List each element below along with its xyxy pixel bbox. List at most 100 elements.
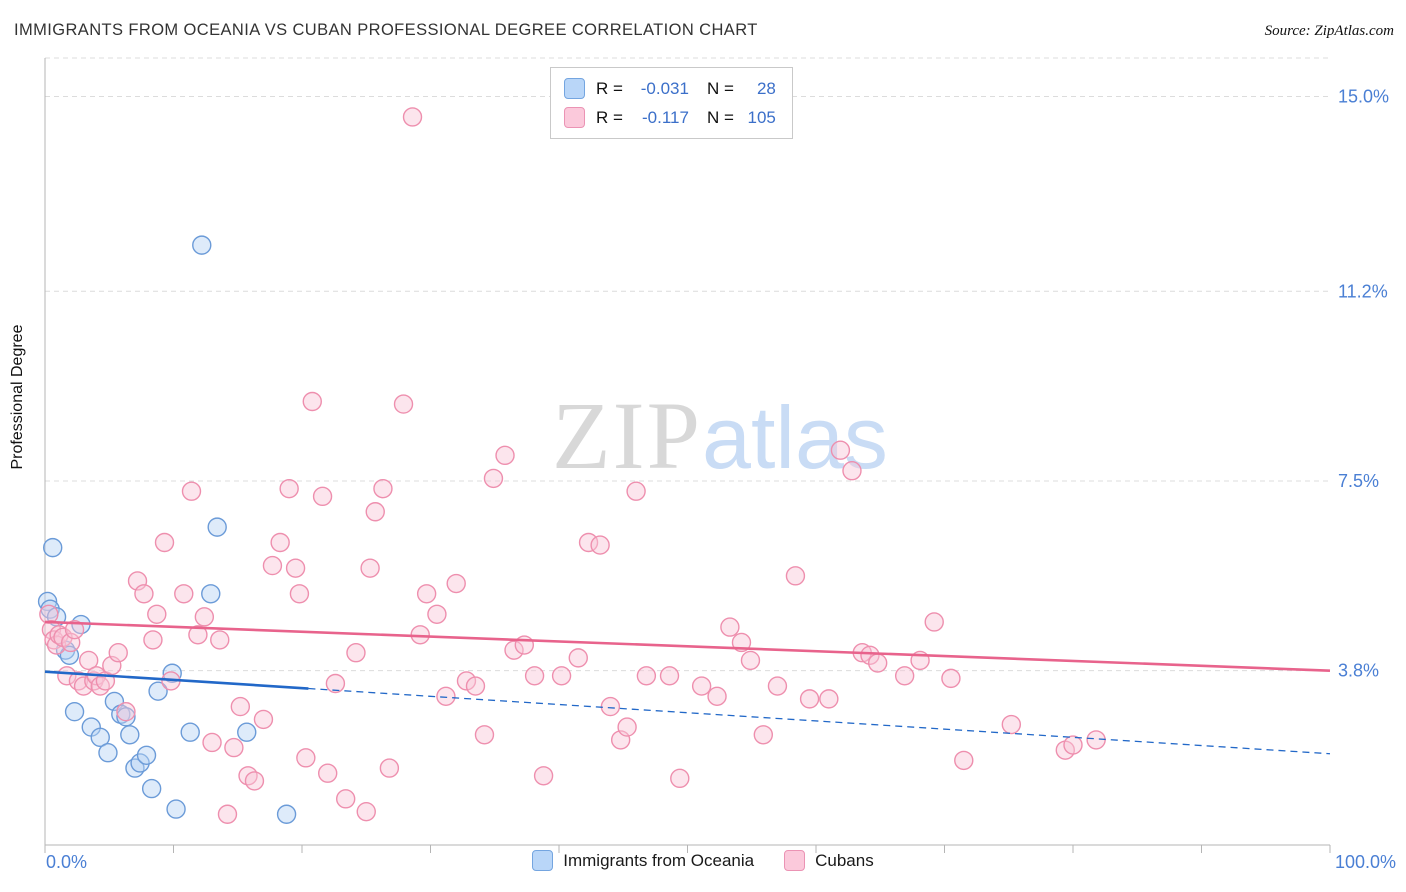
- source-attribution: Source: ZipAtlas.com: [1264, 23, 1394, 39]
- scatter-point-cubans: [504, 640, 524, 660]
- scatter-point-cubans: [456, 671, 477, 691]
- scatter-point-cubans: [188, 625, 208, 645]
- scatter-point-cubans: [393, 394, 414, 414]
- scatter-point-oceania: [116, 707, 136, 727]
- stats-row-cubans: R = -0.117 N = 105: [564, 107, 776, 128]
- cubans-swatch-icon: [784, 850, 806, 871]
- legend-label-oceania: Immigrants from Oceania: [563, 850, 755, 870]
- scatter-point-oceania: [130, 753, 150, 773]
- scatter-point-cubans: [285, 558, 306, 578]
- scatter-point-cubans: [289, 584, 310, 604]
- scatter-point-cubans: [707, 686, 727, 707]
- scatter-point-cubans: [244, 771, 265, 791]
- r-value: -0.117: [641, 107, 689, 127]
- scatter-point-cubans: [819, 689, 839, 709]
- scatter-point-cubans: [64, 619, 85, 640]
- scatter-point-cubans: [659, 666, 680, 686]
- scatter-point-cubans: [941, 668, 961, 689]
- scatter-point-cubans: [636, 666, 657, 686]
- scatter-point-cubans: [270, 532, 290, 553]
- scatter-point-cubans: [767, 676, 788, 696]
- scatter-point-oceania: [192, 235, 212, 255]
- legend-label-cubans: Cubans: [815, 850, 874, 870]
- scatter-point-oceania: [111, 704, 131, 724]
- oceania-trend-line: [44, 670, 309, 690]
- oceania-trend-line-dashed: [308, 687, 1331, 755]
- watermark-zip: ZIP: [552, 382, 702, 489]
- scatter-point-cubans: [379, 758, 400, 778]
- x-axis-min-label: 0.0%: [46, 852, 88, 872]
- scatter-point-cubans: [194, 607, 215, 627]
- scatter-point-cubans: [617, 717, 637, 737]
- scatter-point-oceania: [180, 722, 200, 742]
- scatter-point-cubans: [860, 645, 880, 665]
- scatter-point-cubans: [73, 676, 94, 696]
- scatter-point-oceania: [148, 681, 168, 701]
- scatter-point-cubans: [318, 763, 338, 783]
- y-tick-label: 7.5%: [1338, 471, 1379, 491]
- scatter-point-oceania: [162, 663, 182, 683]
- scatter-point-cubans: [346, 643, 366, 663]
- correlation-stats-legend: R = -0.031 N = 28 R = -0.117 N = 105: [550, 67, 793, 139]
- r-label: R =: [596, 78, 623, 98]
- scatter-point-oceania: [64, 701, 85, 722]
- scatter-point-cubans: [867, 653, 888, 673]
- scatter-point-cubans: [134, 584, 154, 604]
- scatter-point-cubans: [181, 481, 202, 501]
- scatter-point-cubans: [894, 666, 915, 686]
- scatter-point-oceania: [201, 584, 221, 604]
- scatter-point-cubans: [600, 696, 621, 717]
- scatter-point-cubans: [753, 725, 774, 745]
- scatter-point-cubans: [238, 766, 258, 786]
- scatter-point-oceania: [90, 727, 110, 748]
- scatter-point-cubans: [302, 391, 322, 412]
- cubans-trend-line: [44, 620, 1331, 672]
- scatter-point-oceania: [276, 804, 297, 824]
- scatter-point-cubans: [174, 584, 194, 604]
- y-tick-label: 11.2%: [1338, 281, 1388, 301]
- scatter-point-cubans: [360, 558, 380, 578]
- scatter-point-oceania: [120, 725, 140, 745]
- scatter-point-cubans: [436, 686, 456, 707]
- legend-item-cubans: Cubans: [784, 850, 874, 871]
- scatter-point-cubans: [427, 604, 447, 624]
- page-title: IMMIGRANTS FROM OCEANIA VS CUBAN PROFESS…: [14, 21, 758, 39]
- scatter-point-cubans: [373, 478, 393, 499]
- scatter-point-cubans: [202, 732, 222, 753]
- scatter-point-cubans: [217, 804, 238, 824]
- scatter-point-cubans: [143, 630, 163, 650]
- scatter-point-cubans: [296, 748, 316, 768]
- scatter-point-cubans: [670, 768, 690, 789]
- scatter-point-cubans: [626, 481, 646, 501]
- scatter-point-cubans: [230, 696, 251, 717]
- scatter-point-cubans: [465, 676, 486, 696]
- scatter-point-cubans: [312, 486, 333, 507]
- scatter-point-cubans: [446, 573, 466, 594]
- scatter-point-cubans: [785, 566, 806, 586]
- scatter-point-oceania: [136, 745, 157, 765]
- n-value: 105: [747, 107, 776, 127]
- scatter-point-cubans: [147, 604, 167, 624]
- scatter-point-cubans: [551, 666, 572, 686]
- oceania-swatch-icon: [532, 850, 554, 871]
- scatter-point-cubans: [578, 532, 599, 553]
- scatter-point-cubans: [799, 689, 820, 709]
- scatter-point-oceania: [237, 722, 257, 742]
- y-axis-title: Professional Degree: [9, 324, 26, 470]
- scatter-point-cubans: [253, 709, 274, 730]
- scatter-point-cubans: [954, 750, 974, 771]
- r-value: -0.031: [640, 78, 689, 98]
- scatter-point-cubans: [335, 789, 356, 809]
- scatter-point-cubans: [740, 650, 761, 671]
- scatter-point-cubans: [279, 478, 299, 499]
- scatter-point-cubans: [691, 676, 712, 696]
- scatter-point-cubans: [483, 468, 504, 489]
- y-tick-label: 15.0%: [1338, 86, 1389, 106]
- bottom-legend: Immigrants from Oceania Cubans: [0, 850, 1406, 871]
- scatter-point-cubans: [57, 666, 77, 686]
- watermark-atlas: atlas: [702, 388, 888, 487]
- cubans-swatch-icon: [564, 107, 585, 128]
- scatter-point-cubans: [224, 737, 244, 758]
